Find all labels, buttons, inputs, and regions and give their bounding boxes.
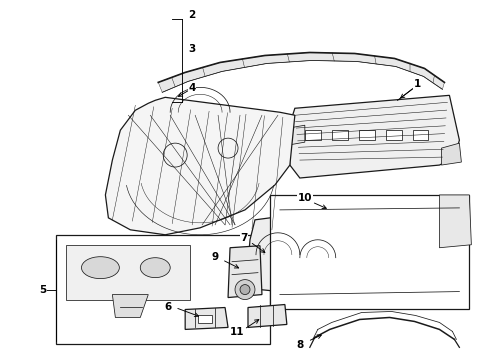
- Text: 7: 7: [240, 233, 247, 243]
- Polygon shape: [288, 125, 305, 145]
- Text: 6: 6: [165, 302, 172, 311]
- Polygon shape: [441, 143, 462, 165]
- Circle shape: [235, 280, 255, 300]
- Polygon shape: [228, 246, 262, 298]
- Text: 1: 1: [414, 79, 421, 89]
- Text: 4: 4: [189, 84, 196, 93]
- Ellipse shape: [81, 257, 120, 279]
- Polygon shape: [288, 95, 460, 178]
- Text: 11: 11: [230, 327, 245, 337]
- Polygon shape: [248, 210, 345, 294]
- Text: 9: 9: [212, 252, 219, 262]
- Bar: [55, 235, 270, 345]
- Polygon shape: [112, 294, 148, 318]
- Bar: [332, 130, 348, 140]
- Bar: [270, 195, 469, 310]
- Bar: [198, 315, 212, 323]
- Circle shape: [240, 285, 250, 294]
- Ellipse shape: [140, 258, 170, 278]
- Polygon shape: [185, 307, 228, 329]
- Polygon shape: [440, 195, 471, 248]
- Bar: [305, 130, 321, 140]
- Polygon shape: [248, 305, 287, 328]
- Text: 5: 5: [39, 284, 46, 294]
- Bar: [359, 130, 375, 140]
- Text: 2: 2: [189, 10, 196, 20]
- Text: 3: 3: [189, 44, 196, 54]
- Text: 8: 8: [296, 340, 303, 350]
- Polygon shape: [105, 97, 295, 235]
- Text: 10: 10: [297, 193, 312, 203]
- Bar: [413, 130, 428, 140]
- Bar: [386, 130, 401, 140]
- Polygon shape: [158, 53, 444, 92]
- Polygon shape: [66, 245, 190, 300]
